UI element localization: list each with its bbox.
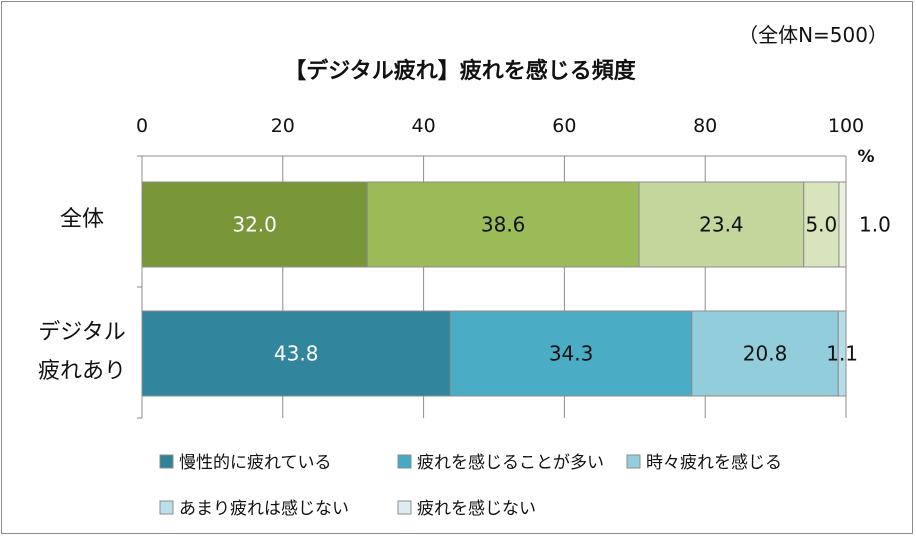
bar-segment	[691, 310, 839, 397]
legend-label: 疲れを感じることが多い	[417, 453, 604, 473]
bar-segment	[141, 310, 451, 397]
category-label: 全体	[60, 207, 104, 232]
legend-item: 時々疲れを感じる	[626, 453, 782, 473]
legend-swatch	[159, 454, 174, 469]
x-tick-label: 40	[412, 115, 436, 137]
legend-swatch	[397, 454, 412, 469]
legend-item: あまり疲れは感じない	[159, 499, 349, 519]
unit-label: %	[857, 147, 874, 167]
category-label: 疲れあり	[38, 359, 126, 384]
chart-title: 【デジタル疲れ】疲れを感じる頻度	[284, 58, 637, 84]
legend-swatch	[626, 454, 641, 469]
bar-segment	[141, 181, 368, 268]
legend-label: 慢性的に疲れている	[179, 452, 332, 473]
data-label: 32.0	[232, 213, 277, 237]
bar-segment	[449, 310, 693, 397]
x-tick-label: 100	[828, 115, 864, 137]
legend-label: 疲れを感じない	[417, 499, 536, 519]
data-label: 1.0	[859, 213, 891, 237]
x-tick-label: 80	[693, 115, 717, 137]
data-label: 1.1	[826, 342, 858, 366]
data-label: 34.3	[549, 342, 594, 366]
category-label: デジタル	[38, 320, 126, 345]
bar-segment	[838, 181, 847, 268]
bar-segment	[638, 181, 805, 268]
data-label: 20.8	[743, 342, 788, 366]
legend-item: 疲れを感じることが多い	[397, 453, 604, 473]
data-label: 43.8	[274, 342, 319, 366]
bar-segment	[837, 310, 847, 397]
x-tick-label: 20	[271, 115, 295, 137]
bars: 32.0 38.6 23.4 5.0 1.0 43.8 34.3 20.8 1.1	[141, 181, 891, 397]
data-label: 23.4	[699, 213, 744, 237]
legend-swatch	[397, 500, 412, 515]
x-tick-label: 0	[136, 115, 148, 137]
chart-subtitle: （全体N=500）	[738, 23, 888, 47]
legend-label: 時々疲れを感じる	[646, 453, 782, 473]
data-label: 5.0	[805, 213, 837, 237]
legend-item: 慢性的に疲れている	[159, 452, 332, 473]
legend-swatch	[159, 500, 174, 515]
x-axis-ticks: 0 20 40 60 80 100	[136, 115, 864, 137]
bar-segment	[803, 181, 840, 268]
bar-segment	[366, 181, 640, 268]
data-label: 38.6	[481, 213, 526, 237]
x-tick-label: 60	[552, 115, 576, 137]
legend-item: 疲れを感じない	[397, 499, 536, 519]
legend-label: あまり疲れは感じない	[179, 499, 349, 519]
